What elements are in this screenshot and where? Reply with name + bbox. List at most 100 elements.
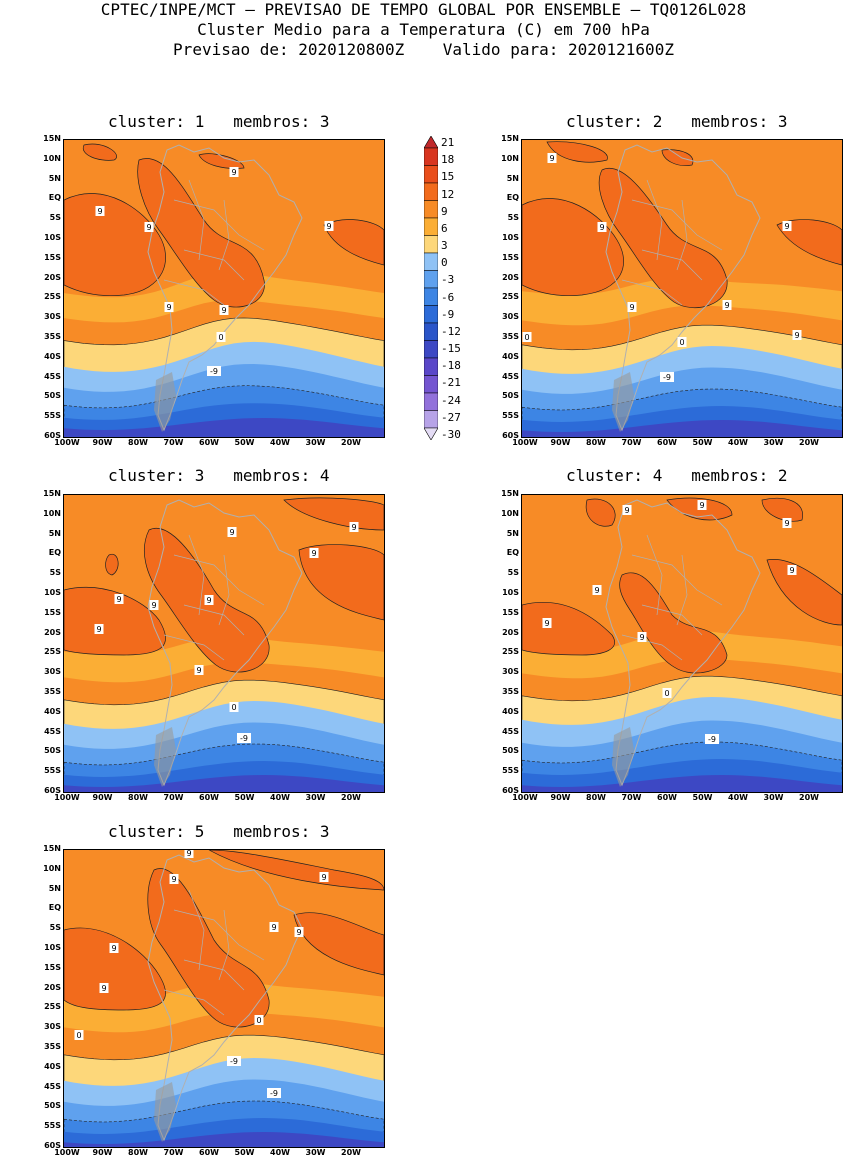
lat-tick-label: 20S (502, 627, 519, 637)
country-border (218, 909, 230, 981)
lat-tick-label: EQ (506, 548, 519, 558)
terrain-shading (154, 372, 176, 432)
contour-label: 9 (186, 850, 191, 858)
colorbar-label: -12 (441, 324, 461, 338)
contour-label-bg (547, 153, 557, 163)
colorbar-label: -30 (441, 428, 461, 441)
colorbar-label: -6 (441, 290, 455, 304)
contour-label: 9 (639, 633, 644, 642)
temperature-band (64, 1132, 384, 1147)
colorbar-label: -3 (441, 273, 455, 287)
country-border (646, 179, 663, 261)
lat-tick-label: 15N (43, 844, 61, 853)
lat-tick-label: 15N (501, 489, 519, 498)
contour-label-bg (782, 518, 792, 528)
contour-label-bg (254, 1015, 264, 1025)
lat-tick-label: 15N (43, 489, 61, 498)
lon-tick-label: 70W (621, 793, 642, 802)
terrain-shading (612, 727, 634, 787)
lon-tick-label: 30W (763, 793, 784, 802)
lat-tick-label: 10N (43, 508, 61, 518)
lat-tick-label: 5N (506, 173, 519, 183)
contour-label-bg (705, 734, 719, 744)
lon-tick-label: 40W (270, 438, 290, 447)
country-border (163, 989, 225, 1016)
map-panel-1: 9 9 9 9 9 9 0 -9 (63, 139, 385, 438)
contour-label-bg (697, 500, 707, 510)
lat-tick-label: 5N (48, 883, 61, 893)
lat-tick-label: 40S (44, 1061, 61, 1071)
colorbar-label: -9 (441, 307, 455, 321)
colorbar (423, 135, 439, 441)
country-border (646, 534, 663, 616)
contour-label-bg (144, 222, 154, 232)
contour-label: 0 (524, 333, 529, 342)
colorbar-label: 9 (441, 204, 448, 218)
lon-tick-label: 60W (199, 793, 219, 802)
continent-outline (605, 144, 761, 432)
continent-outline (147, 499, 303, 787)
contour-label: 0 (218, 333, 223, 342)
contour-label-bg (662, 688, 672, 698)
colorbar-segment (423, 147, 439, 166)
country-border (621, 279, 683, 306)
contour-label: -9 (210, 367, 218, 376)
contour-label-bg (309, 548, 319, 558)
temperature-band (64, 775, 384, 792)
lon-tick-label: 30W (305, 793, 326, 802)
warm-contour-region (776, 219, 842, 266)
contour-label-bg (227, 1056, 241, 1066)
lat-tick-label: 60S (44, 786, 61, 795)
panel-title-2: cluster: 2 membros: 3 (566, 112, 788, 131)
lat-tick-label: 30S (502, 667, 519, 677)
temperature-band (522, 775, 842, 792)
lat-tick-label: 5S (49, 923, 61, 933)
lat-tick-label: 50S (502, 746, 519, 756)
country-border (163, 279, 225, 306)
colorbar-label: 6 (441, 221, 448, 235)
lat-tick-label: 40S (502, 706, 519, 716)
lat-tick-label: 15S (44, 252, 61, 262)
contour-label: 9 (699, 501, 704, 510)
continent-outline (147, 854, 303, 1142)
contour-label: 9 (221, 306, 226, 315)
contour-label-bg (114, 594, 124, 604)
colorbar-label: -27 (441, 410, 461, 424)
contour-label: 9 (206, 596, 211, 605)
colorbar-segment (423, 217, 439, 236)
contour-label: 0 (76, 1031, 81, 1040)
lat-tick-label: 25S (44, 292, 61, 302)
contour-label: 9 (146, 223, 151, 232)
lat-tick-label: 40S (44, 351, 61, 361)
lat-tick-label: 45S (44, 1081, 61, 1091)
warm-contour-region (761, 497, 803, 522)
contour-label: 9 (724, 301, 729, 310)
country-border (218, 199, 230, 271)
map-canvas: 9 9 9 9 9 9 9 0 -9 (522, 495, 842, 792)
lat-tick-label: 10S (502, 233, 519, 242)
lon-tick-label: 80W (128, 793, 148, 802)
panel-title-3: cluster: 3 membros: 4 (108, 466, 330, 485)
map-panel-3: 9 9 9 9 9 9 9 9 0 -9 (63, 494, 385, 793)
country-border (676, 554, 688, 626)
contour-label: 9 (784, 222, 789, 231)
lon-tick-label: 50W (234, 1148, 255, 1157)
country-border (218, 554, 230, 626)
colorbar-segment (423, 305, 439, 324)
lat-tick-label: 10S (502, 588, 519, 597)
lon-tick-label: 20W (799, 793, 819, 802)
colorbar-label: 15 (441, 170, 455, 184)
contour-label-bg (95, 206, 105, 216)
contour-label: 9 (166, 303, 171, 312)
lat-tick-label: 35S (44, 1042, 61, 1051)
lon-tick-label: 30W (763, 438, 784, 447)
map-canvas: 9 9 9 9 9 9 0 -9 (64, 140, 384, 437)
contour-label-bg (229, 702, 239, 712)
colorbar-label: -18 (441, 359, 461, 373)
contour-label: 0 (679, 338, 684, 347)
lat-tick-label: 60S (502, 786, 519, 795)
map-canvas: 9 9 9 9 9 9 0 0 -9 (522, 140, 842, 437)
lat-tick-label: 35S (502, 687, 519, 696)
lat-tick-label: 25S (44, 647, 61, 657)
contour-label-bg (216, 332, 226, 342)
